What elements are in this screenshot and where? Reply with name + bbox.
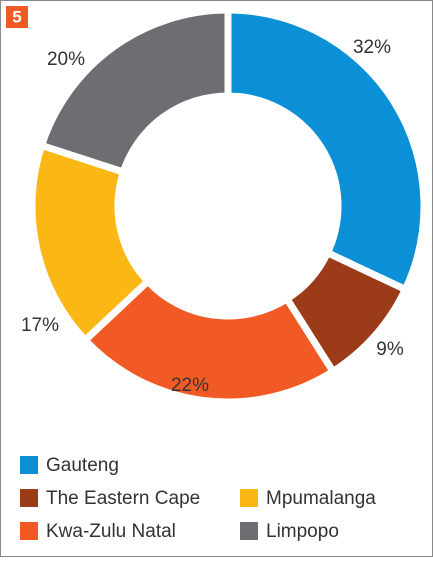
slice xyxy=(224,6,428,295)
value-label: 22% xyxy=(171,375,209,396)
slice xyxy=(80,276,338,406)
legend-swatch xyxy=(20,522,38,540)
legend-swatch xyxy=(240,489,258,507)
value-label: 20% xyxy=(47,49,85,70)
legend-label: Gauteng xyxy=(46,455,119,476)
value-label: 32% xyxy=(353,37,391,58)
legend-label: The Eastern Cape xyxy=(46,488,200,509)
badge: 5 xyxy=(12,7,21,26)
badge-box xyxy=(6,6,28,28)
legend-swatch xyxy=(20,489,38,507)
legend-label: Kwa-Zulu Natal xyxy=(46,521,176,542)
legend-swatch xyxy=(20,456,38,474)
value-label: 17% xyxy=(21,315,59,336)
legend-label: Mpumalanga xyxy=(266,488,376,509)
value-label: 9% xyxy=(376,339,404,360)
legend-label: Limpopo xyxy=(266,521,339,542)
slice xyxy=(37,6,232,177)
legend-swatch xyxy=(240,522,258,540)
